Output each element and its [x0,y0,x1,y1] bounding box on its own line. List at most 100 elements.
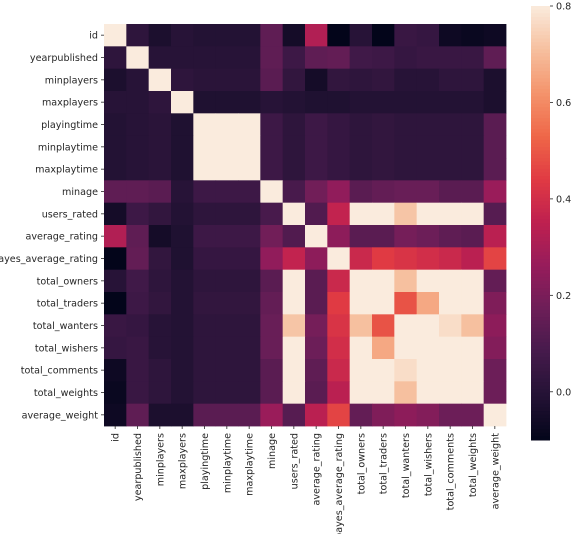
cell-total_traders-total_weights [461,292,485,315]
x-tick-label-total_owners: total_owners [356,433,367,494]
cell-total_wanters-total_wanters [394,314,418,338]
cell-id-users_rated [282,24,306,47]
cell-total_owners-bayes_average_rating [327,269,351,293]
cell-average_rating-minplayers [148,225,172,248]
cell-maxplaytime-average_rating [305,158,328,181]
colorbar-segment [531,136,550,141]
cell-playingtime-average_rating [305,113,328,137]
cell-average_weight-users_rated [282,403,306,427]
x-tick-label-total_traders: total_traders [379,433,390,494]
cell-average_rating-average_rating [305,225,328,248]
cell-average_weight-minage [260,403,284,427]
cell-bayes_average_rating-total_wishers [416,247,440,271]
cell-total_traders-average_rating [305,292,328,315]
y-tick-label-id: id [89,31,98,42]
colorbar-segment [531,49,550,54]
cell-average_rating-total_traders [372,225,395,248]
cell-total_owners-total_traders [372,269,395,293]
y-tick-label-total_comments: total_comments [21,366,98,377]
cell-total_weights-yearpublished [126,381,150,405]
colorbar-segment [531,132,550,137]
colorbar-segment [531,219,550,224]
cell-playingtime-total_wanters [394,113,418,137]
cell-total_wishers-users_rated [282,336,306,360]
cell-yearpublished-total_comments [439,46,462,70]
cell-minplayers-total_comments [439,68,462,92]
colorbar-segment [531,331,550,336]
colorbar-segment [531,270,550,275]
cell-users_rated-total_comments [439,202,462,226]
cell-average_rating-users_rated [282,225,306,248]
cell-total_owners-maxplaytime [238,269,261,293]
colorbar-segment [531,172,550,177]
cell-minplaytime-yearpublished [126,135,150,159]
colorbar-tick-label-0.2: 0.2 [556,291,571,302]
colorbar-segment [531,306,550,311]
colorbar-segment [531,364,550,369]
cell-total_wanters-minage [260,314,284,338]
cell-maxplaytime-maxplaytime [238,158,261,181]
cell-id-yearpublished [126,24,150,47]
x-tick-label-minplayers: minplayers [155,433,166,486]
cell-id-total_traders [372,24,395,47]
cell-minplaytime-total_traders [372,135,395,159]
colorbar-segment [531,114,550,119]
cell-yearpublished-average_rating [305,46,328,70]
cell-total_weights-playingtime [193,381,217,405]
colorbar-segment [531,60,550,65]
heatmap-cells [104,24,507,427]
cell-minplayers-total_traders [372,68,395,92]
cell-yearpublished-total_traders [372,46,395,70]
cell-users_rated-total_traders [372,202,395,226]
cell-average_weight-minplaytime [215,403,239,427]
colorbar-segment [531,179,550,184]
cell-total_wanters-users_rated [282,314,306,338]
colorbar-segment [531,392,550,398]
x-tick-labels: id yearpublished minplayers maxplayers playi… [111,426,501,534]
cell-total_wanters-maxplaytime [238,314,261,338]
cell-users_rated-bayes_average_rating [327,202,351,226]
cell-total_wishers-bayes_average_rating [327,336,351,360]
cell-id-total_wishers [416,24,440,47]
colorbar-segment [531,317,550,322]
cell-playingtime-average_weight [483,113,507,137]
colorbar-segment [531,63,550,68]
cell-minage-total_wishers [416,180,440,204]
colorbar-segment [531,85,550,90]
colorbar-segment [531,313,550,318]
cell-users_rated-total_weights [461,202,485,226]
cell-maxplaytime-total_owners [349,158,373,181]
cell-id-total_comments [439,24,462,47]
cell-maxplaytime-total_wishers [416,158,440,181]
cell-playingtime-minage [260,113,284,137]
colorbar-segment [531,78,550,83]
cell-bayes_average_rating-minage [260,247,284,271]
cell-total_comments-playingtime [193,359,217,382]
cell-total_traders-maxplayers [171,292,194,315]
cell-total_wishers-average_weight [483,336,507,360]
cell-total_wishers-total_traders [372,336,395,360]
cell-maxplaytime-yearpublished [126,158,150,181]
cell-bayes_average_rating-users_rated [282,247,306,271]
cell-total_traders-users_rated [282,292,306,315]
cell-bayes_average_rating-id [104,247,127,271]
cell-id-bayes_average_rating [327,24,351,47]
cell-minplaytime-bayes_average_rating [327,135,351,159]
cell-total_wanters-total_weights [461,314,485,338]
cell-minplayers-total_weights [461,68,485,92]
cell-minplayers-total_owners [349,68,373,92]
cell-average_weight-average_weight [483,403,507,427]
cell-maxplayers-average_rating [305,91,328,114]
cell-id-total_owners [349,24,373,47]
cell-maxplayers-minplaytime [215,91,239,114]
cell-minage-id [104,180,127,204]
cell-total_wanters-playingtime [193,314,217,338]
cell-minplaytime-total_comments [439,135,462,159]
x-tick-label-users_rated: users_rated [289,433,300,489]
colorbar-tick-label-0.6: 0.6 [556,98,571,109]
colorbar-segment [531,42,550,47]
colorbar-segment [531,201,550,206]
x-tick-label-yearpublished: yearpublished [133,433,144,501]
x-tick-label-bayes_average_rating: bayes_average_rating [334,433,345,534]
